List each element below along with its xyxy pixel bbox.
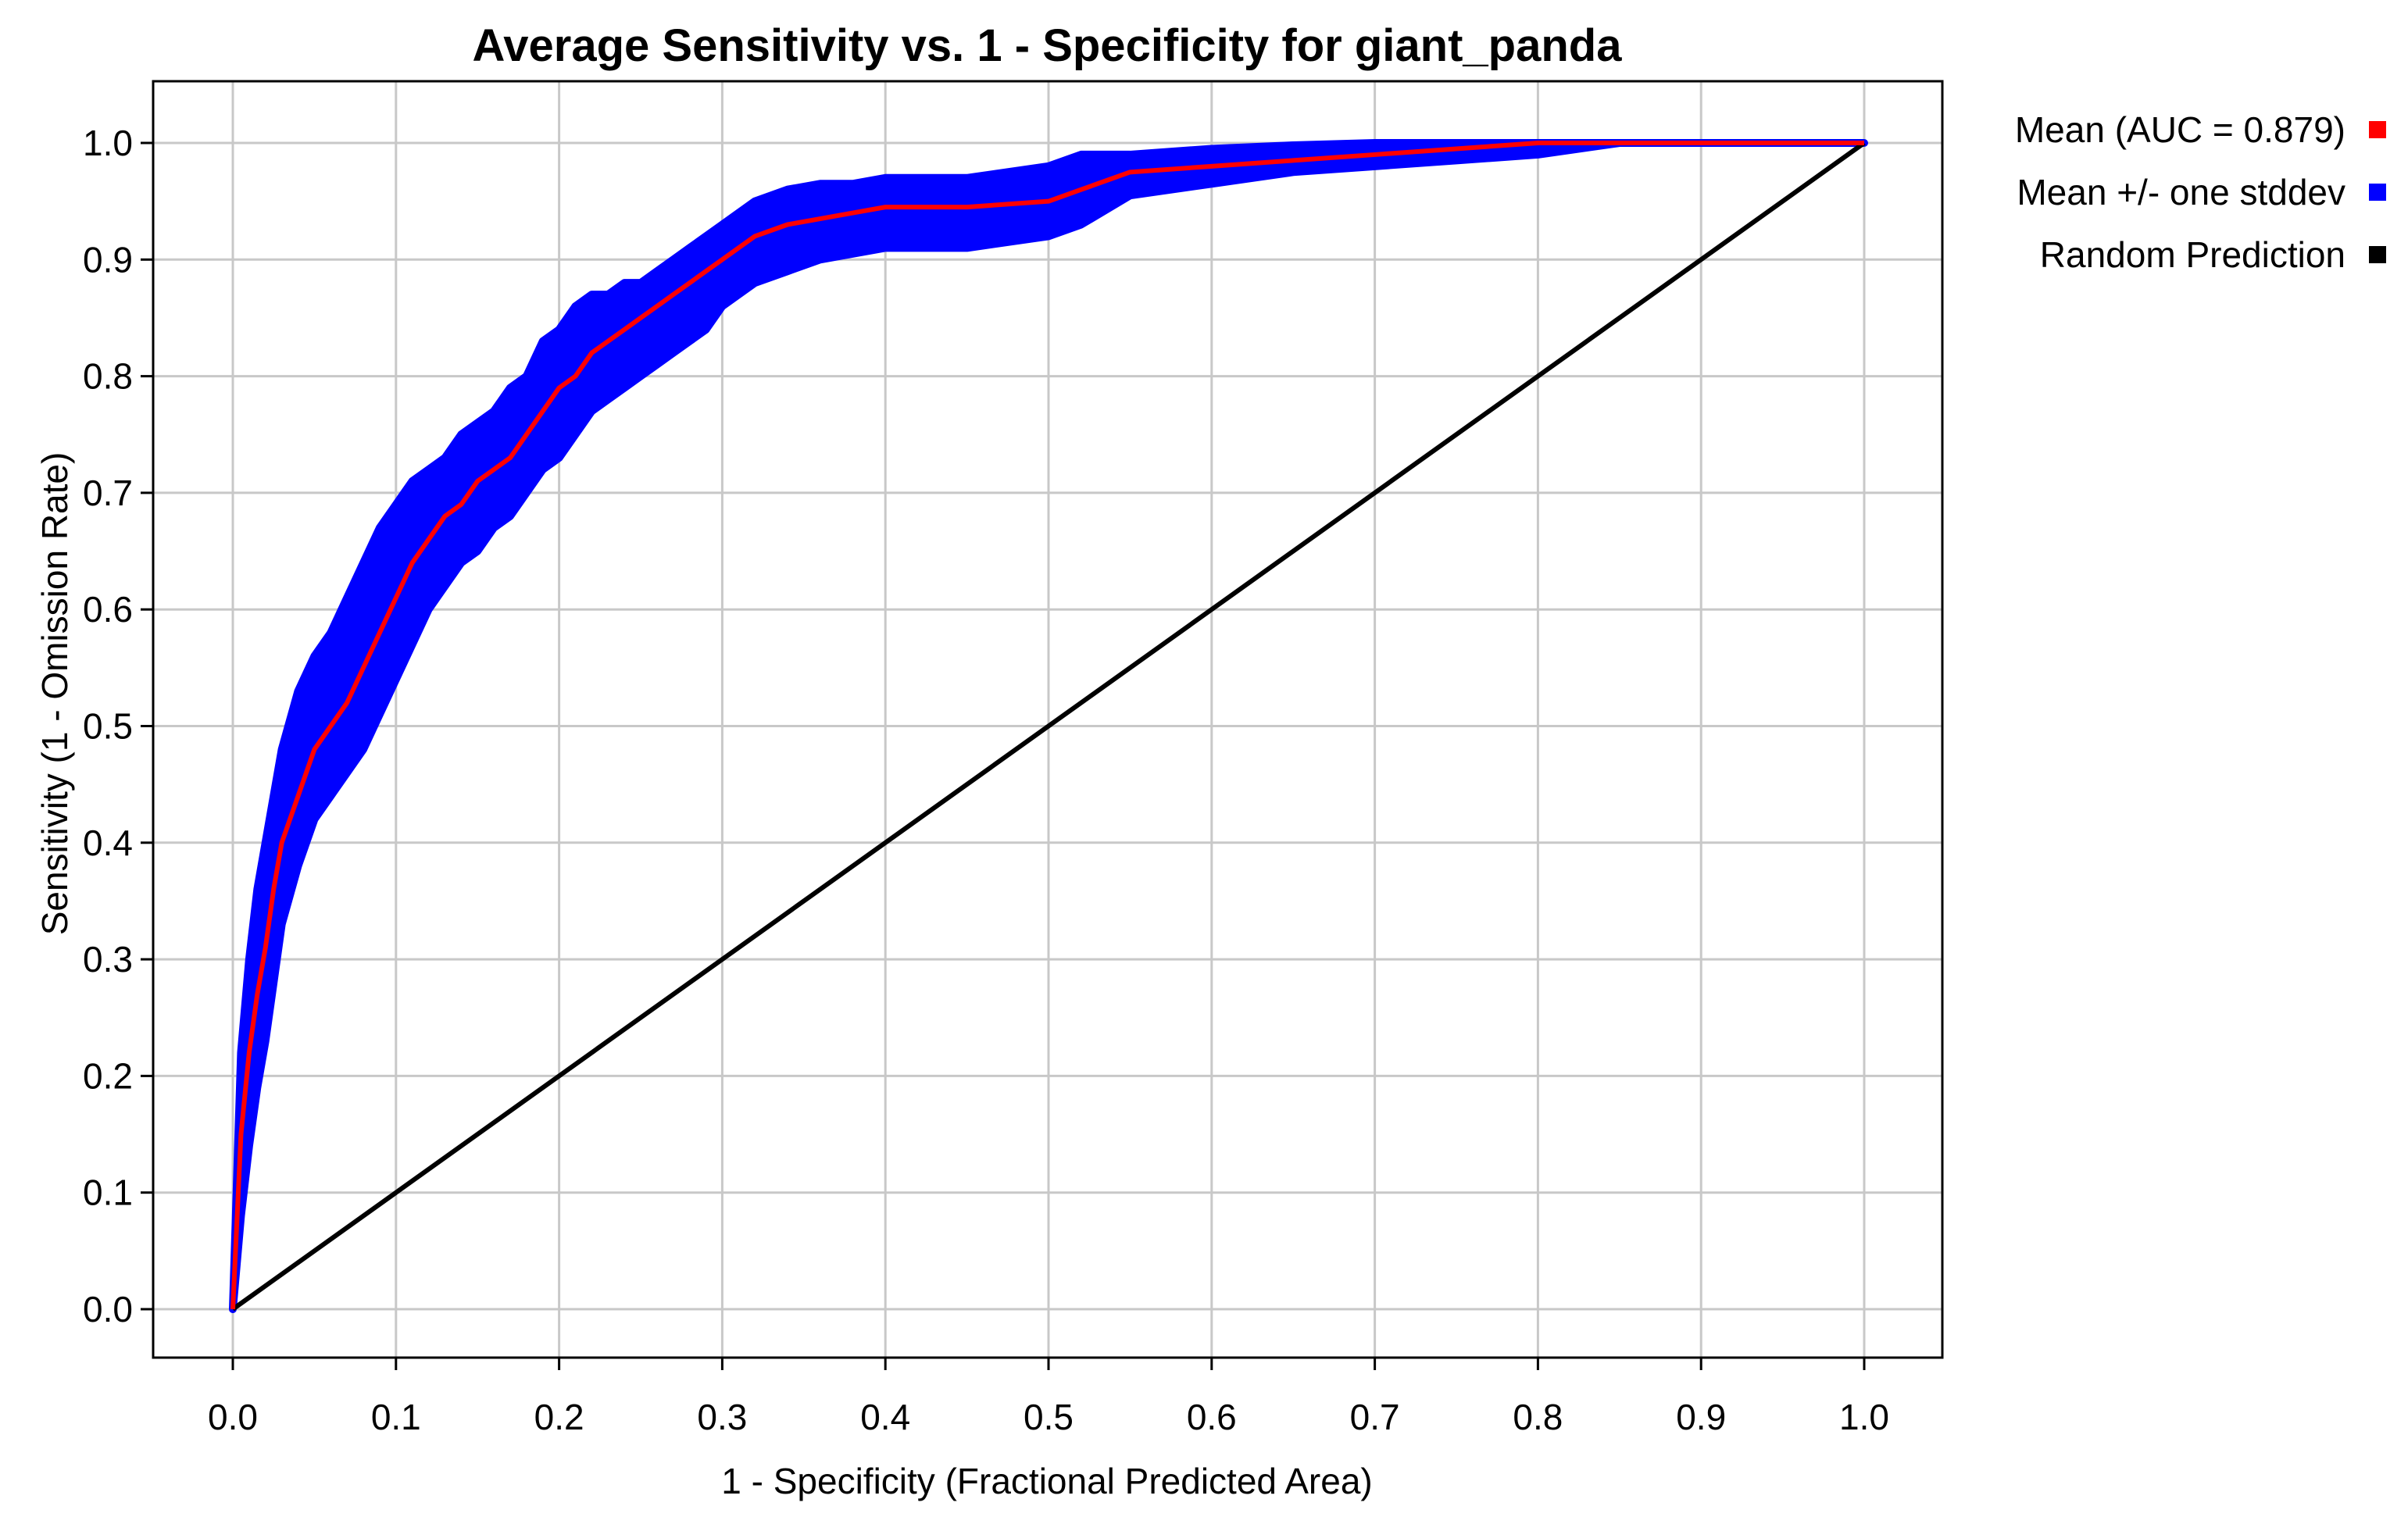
random-prediction-line xyxy=(231,141,1866,1312)
legend-swatch xyxy=(2369,184,2386,201)
y-tick-label: 0.8 xyxy=(83,356,133,397)
series-lines xyxy=(230,141,1866,1312)
x-tick-label: 0.9 xyxy=(1676,1397,1726,1437)
mean-line xyxy=(230,141,1864,1310)
x-axis-label: 1 - Specificity (Fractional Predicted Ar… xyxy=(721,1461,1372,1501)
y-tick-label: 0.3 xyxy=(83,939,133,980)
y-tick-label: 1.0 xyxy=(83,123,133,163)
legend: Mean (AUC = 0.879) Mean +/- one stddev Ran… xyxy=(2015,109,2386,275)
y-tick-label: 0.2 xyxy=(83,1055,133,1096)
y-tick-label: 0.6 xyxy=(83,589,133,630)
y-tick-label: 0.7 xyxy=(83,473,133,513)
x-tick-label: 0.6 xyxy=(1187,1397,1237,1437)
x-axis-ticks: 0.0 0.1 0.2 0.3 0.4 0.5 0.6 0.7 0.8 0.9 1.0 xyxy=(208,1358,1889,1437)
y-axis-label: Sensitivity (1 - Omission Rate) xyxy=(34,452,75,936)
legend-swatch xyxy=(2369,121,2386,138)
x-tick-label: 0.2 xyxy=(534,1397,584,1437)
x-tick-label: 0.1 xyxy=(371,1397,421,1437)
legend-label: Mean +/- one stddev xyxy=(2017,172,2345,212)
x-tick-label: 0.4 xyxy=(860,1397,910,1437)
x-tick-label: 0.0 xyxy=(208,1397,258,1437)
y-tick-label: 0.4 xyxy=(83,823,133,863)
x-tick-label: 1.0 xyxy=(1839,1397,1889,1437)
y-tick-label: 0.5 xyxy=(83,706,133,747)
x-tick-label: 0.7 xyxy=(1350,1397,1400,1437)
legend-label: Random Prediction xyxy=(2040,234,2345,275)
y-tick-label: 0.0 xyxy=(83,1289,133,1329)
y-tick-label: 0.9 xyxy=(83,239,133,280)
x-tick-label: 0.3 xyxy=(697,1397,747,1437)
y-axis-ticks: 0.0 0.1 0.2 0.3 0.4 0.5 0.6 0.7 0.8 0.9 1.0 xyxy=(83,123,153,1329)
chart-title: Average Sensitivity vs. 1 - Specificity … xyxy=(473,20,1623,71)
x-tick-label: 0.8 xyxy=(1513,1397,1563,1437)
y-tick-label: 0.1 xyxy=(83,1172,133,1213)
x-tick-label: 0.5 xyxy=(1024,1397,1074,1437)
legend-label: Mean (AUC = 0.879) xyxy=(2015,109,2345,150)
legend-swatch xyxy=(2369,246,2386,263)
